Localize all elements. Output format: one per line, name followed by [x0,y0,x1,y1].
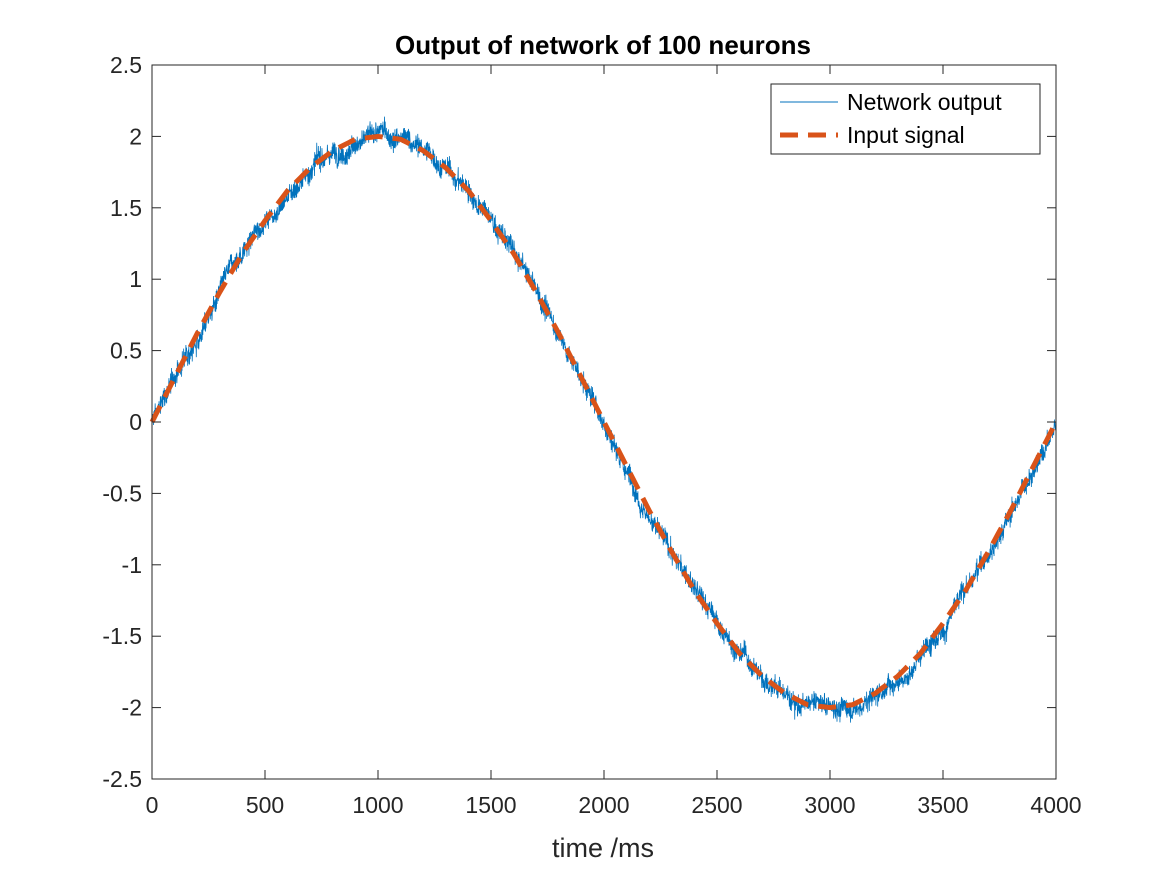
x-tick-label: 4000 [1030,792,1081,818]
y-tick-label: -1.5 [102,623,142,649]
y-tick-label: 2 [129,123,142,149]
y-tick-label: 0 [129,409,142,435]
legend-label-input-signal: Input signal [847,122,965,148]
x-axis-label: time /ms [552,833,654,863]
x-tick-label: 2000 [578,792,629,818]
y-tick-label: 1 [129,266,142,292]
x-tick-label: 500 [246,792,284,818]
chart-title: Output of network of 100 neurons [395,30,811,60]
x-tick-label: 1500 [465,792,516,818]
legend-box [770,83,1041,155]
y-tick-label: -0.5 [102,480,142,506]
x-tick-label: 2500 [691,792,742,818]
y-tick-label: 2.5 [110,52,142,78]
y-tick-label: -2 [122,695,142,721]
x-tick-label: 0 [146,792,159,818]
legend-label-network-output: Network output [847,89,1002,115]
x-tick-label: 1000 [352,792,403,818]
y-tick-label: -1 [122,552,142,578]
x-tick-label: 3500 [917,792,968,818]
series-layer [149,116,1059,723]
y-tick-label: 1.5 [110,195,142,221]
legend: Network output Input signal [770,83,1041,155]
y-tick-label: 0.5 [110,338,142,364]
y-tick-label: -2.5 [102,766,142,792]
axes-layer: 0 500 1000 1500 2000 2500 3000 3500 4000 2.5 2 1.5 1… [102,52,1081,818]
series-input-signal-line [149,133,1059,711]
series-network-output-line [151,116,1057,723]
x-tick-label: 3000 [804,792,855,818]
